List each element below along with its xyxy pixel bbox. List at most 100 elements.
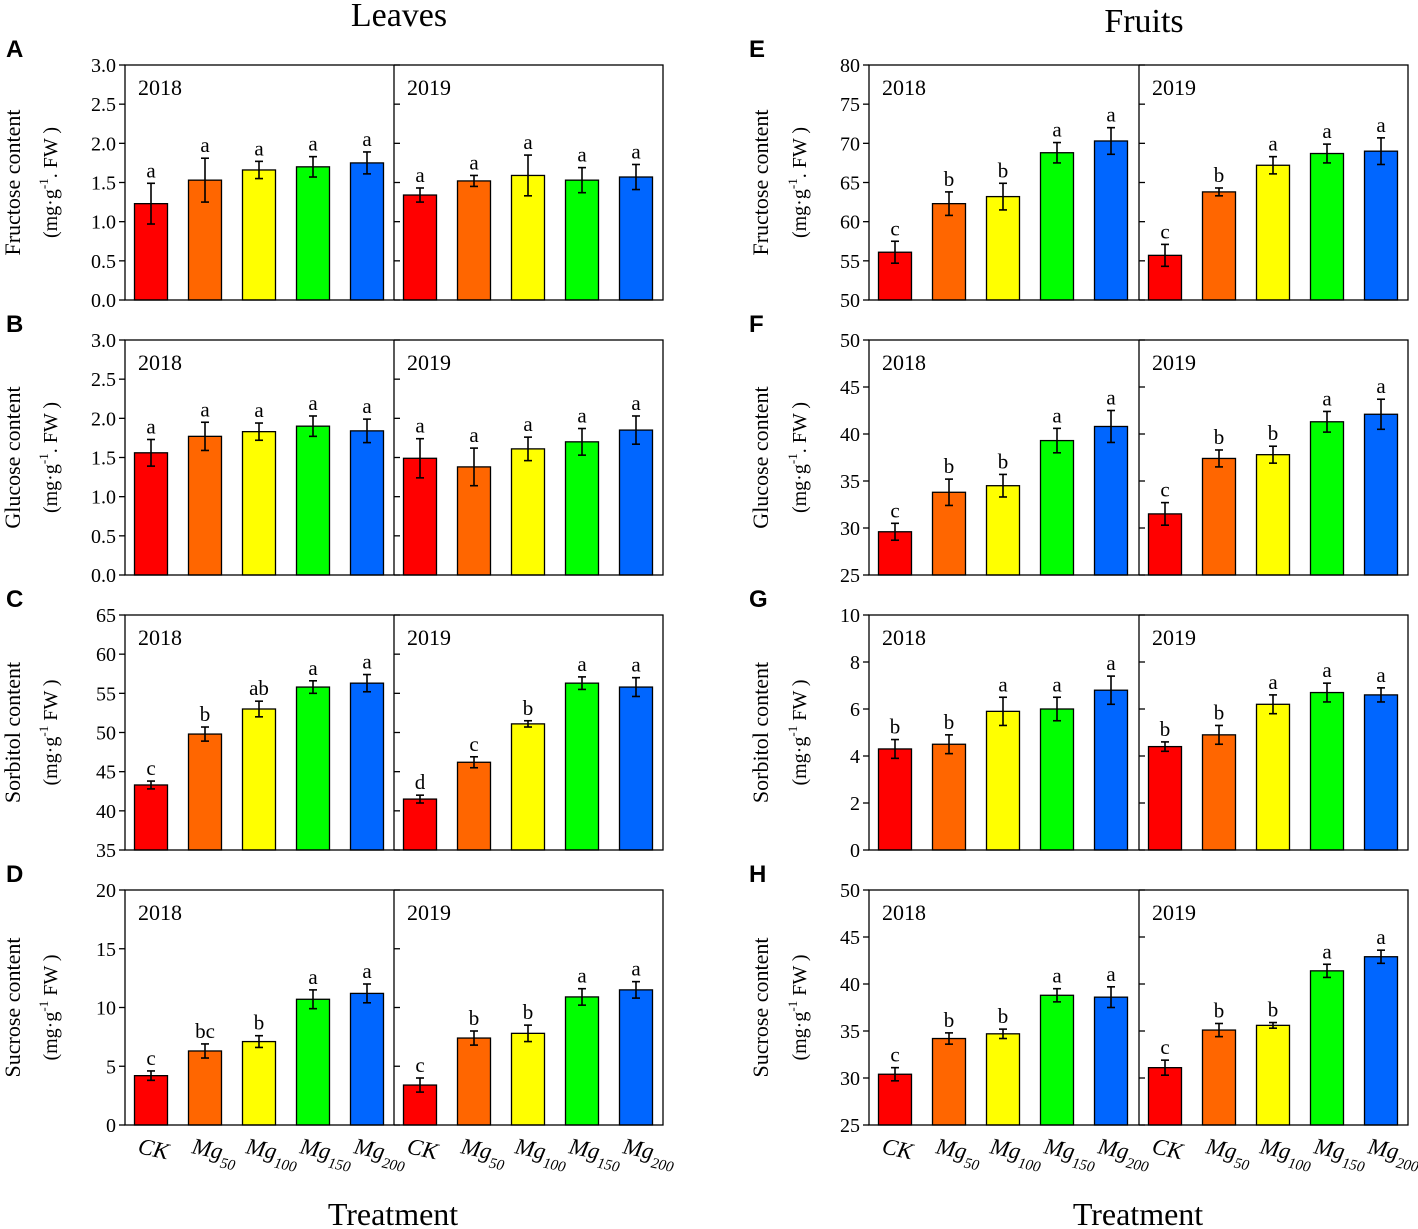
category-subscript: 50: [219, 1155, 237, 1174]
significance-letter: a: [362, 959, 372, 983]
panel-F: F Glucose content (mg·g-1. FW ) 25 30 35 40 45 5…: [748, 311, 1409, 587]
year-label: 2019: [407, 625, 451, 650]
category-main: Mg: [243, 1133, 279, 1164]
significance-letter: c: [415, 1053, 424, 1077]
bar: [1201, 734, 1237, 851]
category-subscript: 200: [1125, 1155, 1151, 1175]
bar: [510, 448, 546, 576]
bar: [618, 686, 654, 851]
significance-letter: bc: [195, 1019, 215, 1043]
significance-letter: b: [1214, 700, 1225, 724]
bar: [1309, 970, 1345, 1126]
significance-letter: a: [1322, 939, 1332, 963]
y-tick-label: 3.0: [91, 330, 116, 352]
bar: [1363, 956, 1399, 1126]
unit-prefix: (mg·g: [789, 1012, 811, 1061]
year-label: 2018: [882, 350, 926, 375]
significance-letter: a: [1052, 672, 1062, 696]
y-axis-unit: (mg·g-1. FW ): [785, 127, 811, 238]
bar: [1039, 152, 1075, 301]
y-tick-label: 65: [96, 605, 116, 627]
significance-letter: b: [944, 454, 955, 478]
bar: [295, 998, 331, 1126]
category-subscript: 100: [273, 1155, 299, 1175]
y-tick-label: 35: [840, 471, 860, 493]
y-tick-label: 1.0: [91, 212, 116, 234]
y-tick-label: 5: [106, 1056, 116, 1078]
x-category-label: Mg100: [1256, 1133, 1316, 1176]
bar: [510, 1032, 546, 1126]
right-column-title: Fruits: [1104, 3, 1183, 40]
bar: [402, 798, 438, 851]
category-subscript: 50: [1233, 1155, 1251, 1174]
y-tick-label: 45: [96, 762, 116, 784]
x-category-label: CK: [136, 1133, 173, 1164]
y-axis-unit: (mg·g-1. FW ): [785, 402, 811, 513]
y-tick-label: 6: [850, 699, 860, 721]
bar: [985, 195, 1021, 301]
bar: [1309, 152, 1345, 301]
panel-letter: E: [749, 36, 765, 63]
y-axis-unit: (mg·g-1 FW ): [36, 954, 62, 1060]
x-category-label: Mg150: [565, 1133, 625, 1176]
significance-letter: a: [146, 158, 156, 182]
bar: [1255, 1024, 1291, 1126]
bar: [456, 1037, 492, 1126]
significance-letter: b: [944, 1008, 955, 1032]
y-tick-label: 2.0: [91, 133, 116, 155]
y-tick-label: 65: [840, 173, 860, 195]
bar: [564, 682, 600, 851]
left-x-axis-title: Treatment: [328, 1196, 458, 1229]
significance-letter: a: [577, 404, 587, 428]
bar: [564, 441, 600, 576]
y-tick-label: 0: [106, 1115, 116, 1137]
significance-letter: b: [523, 696, 534, 720]
y-axis-title: Sorbitol content: [748, 662, 773, 803]
significance-letter: a: [1376, 925, 1386, 949]
y-tick-label: 40: [840, 974, 860, 996]
bar: [1363, 694, 1399, 851]
significance-letter: c: [890, 498, 899, 522]
significance-letter: a: [1376, 113, 1386, 137]
y-tick-label: 80: [840, 55, 860, 77]
significance-letter: a: [1322, 386, 1332, 410]
category-main: Mg: [458, 1133, 494, 1164]
y-axis-unit: (mg·g-1 FW ): [785, 679, 811, 785]
x-category-label: Mg50: [457, 1133, 510, 1174]
bar: [564, 179, 600, 301]
significance-letter: a: [1268, 132, 1278, 156]
bar: [877, 1073, 913, 1126]
significance-letter: a: [308, 391, 318, 415]
significance-letter: a: [523, 130, 533, 154]
significance-letter: b: [1214, 425, 1225, 449]
category-subscript: 50: [488, 1155, 506, 1174]
category-subscript: 200: [650, 1155, 676, 1175]
x-category-label: Mg150: [1040, 1133, 1100, 1176]
unit-superscript: -1: [36, 178, 51, 189]
bar: [1363, 150, 1399, 301]
bar: [985, 1033, 1021, 1126]
unit-suffix: . FW ): [789, 402, 811, 453]
y-axis-title: Sucrose content: [748, 938, 773, 1078]
unit-prefix: (mg·g: [40, 1012, 62, 1061]
category-main: Mg: [620, 1133, 656, 1164]
bar: [187, 179, 223, 301]
year-label: 2019: [1152, 350, 1196, 375]
significance-letter: a: [577, 652, 587, 676]
bar: [349, 162, 385, 301]
y-tick-label: 35: [840, 1021, 860, 1043]
category-subscript: 50: [963, 1155, 981, 1174]
unit-superscript: -1: [785, 1001, 800, 1012]
significance-letter: a: [362, 394, 372, 418]
y-tick-label: 1.5: [91, 448, 116, 470]
significance-letter: a: [1268, 670, 1278, 694]
significance-letter: a: [415, 414, 425, 438]
x-category-label: Mg200: [350, 1133, 410, 1176]
bar: [1093, 689, 1129, 851]
bar: [1147, 1067, 1183, 1126]
x-category-label: Mg100: [242, 1133, 302, 1176]
significance-letter: a: [362, 650, 372, 674]
panel-H: H Sucrose content (mg·g-1 FW ) 25 30 35 40 45 50…: [748, 861, 1418, 1176]
y-tick-label: 45: [840, 927, 860, 949]
